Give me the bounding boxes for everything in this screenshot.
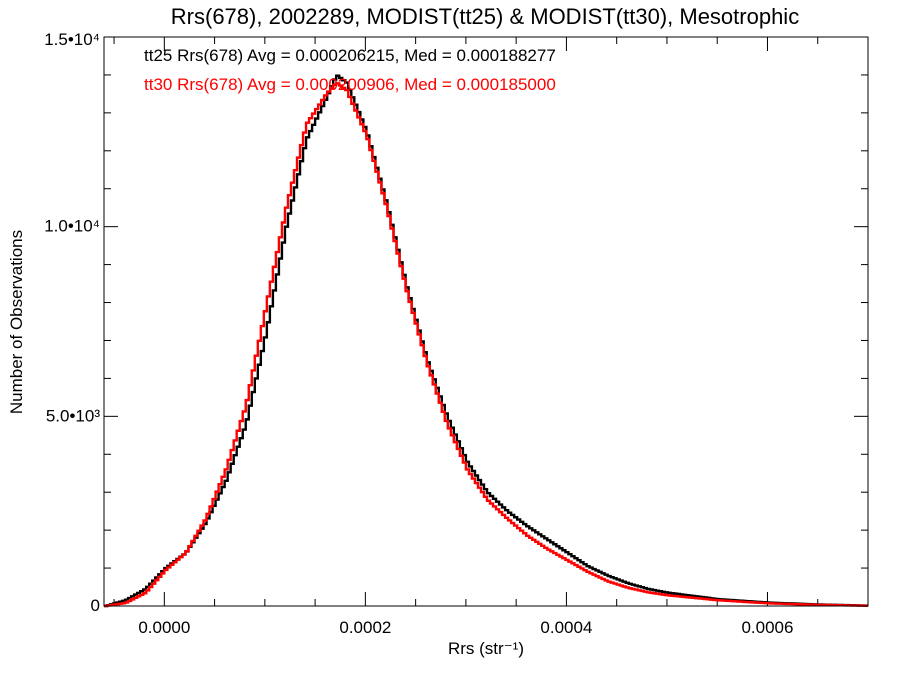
plot-frame xyxy=(103,36,869,607)
x-tick-label: 0.0004 xyxy=(540,618,592,637)
y-tick-label: 0 xyxy=(91,596,100,615)
x-tick-label: 0.0002 xyxy=(339,618,391,637)
y-axis-label: Number of Observations xyxy=(7,230,26,414)
y-tick-label: 1.5•10⁴ xyxy=(44,30,100,49)
tt30-stats-label: tt30 Rrs(678) Avg = 0.000200906, Med = 0… xyxy=(144,75,556,94)
series-layer xyxy=(104,74,869,608)
chart-title: Rrs(678), 2002289, MODIST(tt25) & MODIST… xyxy=(171,4,799,29)
tt30-histogram-line xyxy=(104,82,869,608)
x-tick-label: 0.0000 xyxy=(138,618,190,637)
tt25-stats-label: tt25 Rrs(678) Avg = 0.000206215, Med = 0… xyxy=(144,46,556,65)
x-axis-label: Rrs (str⁻¹) xyxy=(448,639,524,658)
tt25-histogram-line xyxy=(104,74,869,608)
y-tick-label: 1.0•10⁴ xyxy=(44,217,100,236)
x-axis-ticks: 0.0000 0.0002 0.0004 0.0006 xyxy=(113,37,869,637)
y-tick-label: 5.0•10³ xyxy=(46,406,100,425)
x-tick-label: 0.0006 xyxy=(741,618,793,637)
y-axis-ticks: 0 5.0•10³ 1.0•10⁴ 1.5•10⁴ xyxy=(44,30,868,615)
